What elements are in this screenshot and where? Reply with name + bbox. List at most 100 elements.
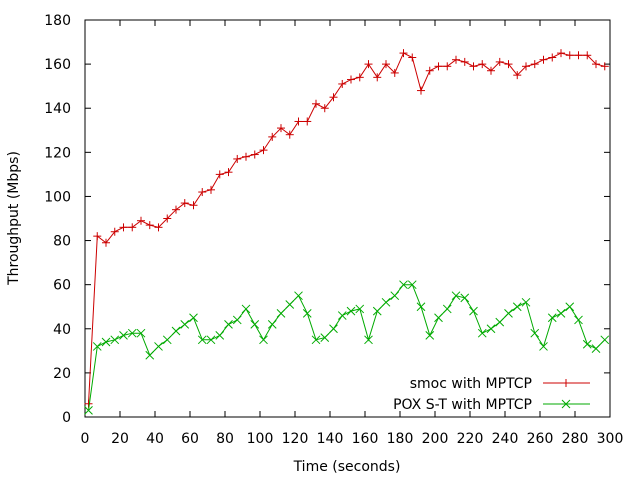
x-tick-label: 140 bbox=[317, 431, 344, 447]
legend-item: smoc with MPTCP bbox=[410, 376, 590, 392]
y-tick-label: 140 bbox=[44, 101, 71, 117]
x-tick-label: 120 bbox=[282, 431, 309, 447]
x-tick-label: 200 bbox=[422, 431, 449, 447]
data-point bbox=[372, 306, 382, 316]
data-point bbox=[162, 335, 172, 345]
x-tick-label: 20 bbox=[111, 431, 129, 447]
data-point bbox=[442, 304, 452, 314]
data-point bbox=[215, 170, 224, 179]
data-point bbox=[84, 399, 93, 408]
x-tick-label: 60 bbox=[181, 431, 199, 447]
data-point bbox=[207, 185, 215, 194]
data-point bbox=[355, 304, 365, 314]
data-point bbox=[110, 227, 119, 236]
data-point bbox=[548, 53, 557, 62]
data-point bbox=[329, 93, 338, 102]
data-point bbox=[128, 223, 137, 232]
data-point bbox=[294, 117, 303, 126]
data-point bbox=[530, 328, 540, 338]
data-point bbox=[434, 313, 443, 323]
data-point bbox=[224, 320, 233, 329]
x-tick-label: 300 bbox=[597, 431, 624, 447]
data-point bbox=[583, 51, 592, 60]
y-tick-label: 40 bbox=[53, 322, 71, 338]
data-point bbox=[381, 297, 391, 307]
data-point bbox=[189, 201, 198, 210]
data-point bbox=[416, 302, 426, 312]
legend-item: POX S-T with MPTCP bbox=[393, 397, 590, 413]
data-point bbox=[592, 60, 600, 69]
y-tick-label: 0 bbox=[62, 410, 71, 426]
data-point bbox=[268, 132, 277, 141]
data-point bbox=[338, 79, 347, 88]
data-point bbox=[399, 49, 408, 58]
data-point bbox=[574, 315, 583, 325]
data-point bbox=[92, 342, 102, 351]
data-point bbox=[390, 291, 400, 301]
data-point bbox=[145, 350, 155, 360]
data-point bbox=[522, 62, 530, 71]
data-point bbox=[232, 315, 242, 325]
plot-frame bbox=[84, 19, 611, 418]
data-point bbox=[512, 302, 522, 312]
x-tick-label: 180 bbox=[387, 431, 414, 447]
x-tick-label: 80 bbox=[216, 431, 234, 447]
y-tick-label: 20 bbox=[53, 366, 71, 382]
data-point bbox=[561, 399, 571, 409]
data-point bbox=[478, 60, 487, 69]
data-point bbox=[434, 62, 443, 71]
series-layer bbox=[84, 49, 610, 415]
data-point bbox=[565, 302, 575, 312]
data-point bbox=[495, 317, 505, 327]
data-point bbox=[233, 154, 242, 163]
data-point bbox=[591, 344, 601, 353]
legend: smoc with MPTCP POX S-T with MPTCP bbox=[393, 376, 590, 413]
x-tick-label: 0 bbox=[81, 431, 90, 447]
data-point bbox=[110, 335, 120, 345]
data-point bbox=[320, 104, 329, 113]
data-point bbox=[600, 62, 609, 71]
data-point bbox=[487, 66, 495, 75]
data-point bbox=[119, 223, 128, 232]
data-point bbox=[425, 66, 434, 75]
data-point bbox=[452, 55, 460, 64]
legend-label: POX S-T with MPTCP bbox=[393, 397, 532, 413]
data-point bbox=[242, 152, 250, 161]
data-point bbox=[521, 297, 531, 307]
x-tick-label: 160 bbox=[352, 431, 379, 447]
data-point bbox=[267, 320, 277, 329]
data-point bbox=[364, 60, 373, 69]
data-point bbox=[382, 60, 390, 69]
x-axis-label: Time (seconds) bbox=[293, 459, 401, 475]
data-point bbox=[224, 168, 233, 177]
data-point bbox=[477, 328, 487, 338]
data-point bbox=[276, 308, 286, 318]
data-point bbox=[154, 342, 163, 351]
data-point bbox=[469, 62, 478, 71]
data-point bbox=[250, 320, 260, 329]
data-point bbox=[154, 223, 163, 232]
data-point bbox=[600, 335, 610, 345]
series-line bbox=[88, 52, 605, 404]
data-point bbox=[119, 331, 128, 340]
x-tick-label: 40 bbox=[146, 431, 164, 447]
data-point bbox=[547, 313, 557, 323]
data-point bbox=[574, 51, 583, 60]
data-point bbox=[206, 335, 216, 345]
data-point bbox=[250, 150, 259, 159]
x-tick-label: 220 bbox=[457, 431, 484, 447]
data-point bbox=[337, 311, 347, 320]
data-point bbox=[460, 293, 470, 303]
data-point bbox=[136, 328, 146, 338]
data-point bbox=[171, 326, 181, 336]
data-point bbox=[504, 308, 513, 318]
data-point bbox=[557, 49, 565, 58]
data-point bbox=[259, 335, 268, 345]
data-point bbox=[425, 331, 435, 340]
data-point bbox=[562, 379, 570, 387]
data-point bbox=[443, 62, 452, 71]
data-point bbox=[189, 313, 198, 323]
y-tick-label: 180 bbox=[44, 13, 71, 29]
data-point bbox=[303, 117, 312, 126]
